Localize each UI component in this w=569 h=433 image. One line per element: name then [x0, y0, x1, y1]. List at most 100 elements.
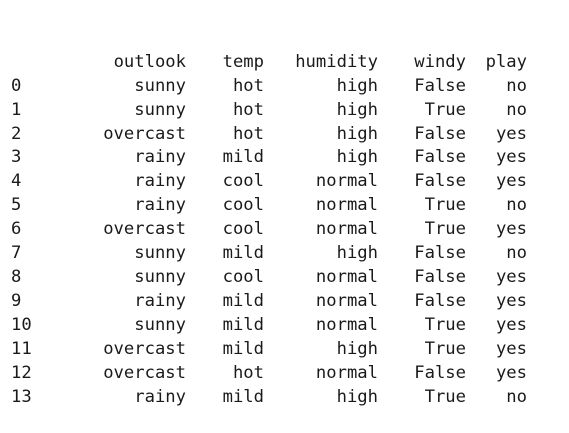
cell-play: yes — [495, 123, 527, 144]
cell-outlook: overcast — [103, 362, 186, 383]
dataframe-output: outlook temp humidity windy play 0 sunny hot hi… — [0, 3, 527, 433]
table-row: 13 rainy mild high True no — [0, 386, 527, 410]
dataframe-table: outlook temp humidity windy play 0 sunny hot hi… — [0, 51, 527, 410]
table-row: 3 rainy mild high False yes — [0, 146, 527, 170]
table-row: 11 overcast mild high True yes — [0, 338, 527, 362]
dataframe-body: 0 sunny hot high False no 1 sunny hot high True no 2… — [0, 75, 527, 410]
column-header-temp: temp — [222, 51, 264, 72]
cell-outlook: sunny — [134, 243, 186, 264]
table-row: 1 sunny hot high True no — [0, 99, 527, 123]
cell-windy: False — [414, 75, 466, 96]
cell-outlook: rainy — [134, 147, 186, 168]
cell-windy: True — [424, 99, 466, 120]
cell-play: no — [506, 243, 527, 264]
cell-humidity: high — [336, 338, 378, 359]
header-row: outlook temp humidity windy play — [0, 51, 527, 75]
cell-windy: True — [424, 338, 466, 359]
row-index: 4 — [11, 171, 22, 192]
cell-play: no — [506, 99, 527, 120]
cell-outlook: sunny — [134, 266, 186, 287]
cell-humidity: normal — [315, 362, 378, 383]
cell-outlook: overcast — [103, 123, 186, 144]
row-index: 8 — [11, 266, 22, 287]
cell-temp: mild — [222, 243, 264, 264]
cell-temp: mild — [222, 290, 264, 311]
cell-windy: True — [424, 314, 466, 335]
cell-play: yes — [495, 147, 527, 168]
row-index: 6 — [11, 219, 22, 240]
cell-temp: mild — [222, 338, 264, 359]
cell-humidity: normal — [315, 195, 378, 216]
cell-windy: False — [414, 243, 466, 264]
cell-play: no — [506, 75, 527, 96]
cell-windy: True — [424, 195, 466, 216]
cell-outlook: rainy — [134, 290, 186, 311]
cell-humidity: high — [336, 386, 378, 407]
cell-play: no — [506, 195, 527, 216]
row-index: 1 — [11, 99, 22, 120]
table-row: 6 overcast cool normal True yes — [0, 218, 527, 242]
cell-windy: False — [414, 147, 466, 168]
row-index: 5 — [11, 195, 22, 216]
cell-temp: cool — [222, 195, 264, 216]
cell-temp: hot — [232, 123, 264, 144]
cell-play: yes — [495, 171, 527, 192]
table-row: 9 rainy mild normal False yes — [0, 290, 527, 314]
cell-temp: cool — [222, 266, 264, 287]
cell-temp: mild — [222, 386, 264, 407]
cell-outlook: sunny — [134, 75, 186, 96]
table-row: 5 rainy cool normal True no — [0, 194, 527, 218]
cell-outlook: rainy — [134, 195, 186, 216]
row-index: 10 — [11, 314, 32, 335]
column-header-play: play — [485, 51, 527, 72]
cell-temp: mild — [222, 147, 264, 168]
cell-humidity: normal — [315, 314, 378, 335]
row-index: 13 — [11, 386, 32, 407]
cell-play: yes — [495, 314, 527, 335]
cell-windy: True — [424, 386, 466, 407]
cell-play: no — [506, 386, 527, 407]
index-header — [0, 51, 61, 75]
cell-windy: True — [424, 219, 466, 240]
cell-play: yes — [495, 338, 527, 359]
cell-outlook: sunny — [134, 99, 186, 120]
row-index: 0 — [11, 75, 22, 96]
cell-humidity: normal — [315, 171, 378, 192]
cell-humidity: high — [336, 147, 378, 168]
cell-humidity: high — [336, 243, 378, 264]
cell-play: yes — [495, 266, 527, 287]
cell-temp: mild — [222, 314, 264, 335]
cell-humidity: high — [336, 123, 378, 144]
cell-humidity: normal — [315, 290, 378, 311]
cell-temp: cool — [222, 219, 264, 240]
cell-humidity: normal — [315, 266, 378, 287]
cell-windy: False — [414, 362, 466, 383]
table-row: 10 sunny mild normal True yes — [0, 314, 527, 338]
row-index: 2 — [11, 123, 22, 144]
cell-outlook: overcast — [103, 219, 186, 240]
table-row: 7 sunny mild high False no — [0, 242, 527, 266]
cell-humidity: high — [336, 99, 378, 120]
cell-windy: False — [414, 171, 466, 192]
table-row: 2 overcast hot high False yes — [0, 123, 527, 147]
table-row: 12 overcast hot normal False yes — [0, 362, 527, 386]
cell-play: yes — [495, 219, 527, 240]
cell-outlook: rainy — [134, 386, 186, 407]
row-index: 11 — [11, 338, 32, 359]
cell-outlook: sunny — [134, 314, 186, 335]
table-row: 8 sunny cool normal False yes — [0, 266, 527, 290]
column-header-outlook: outlook — [113, 51, 186, 72]
cell-windy: False — [414, 290, 466, 311]
cell-outlook: rainy — [134, 171, 186, 192]
cell-play: yes — [495, 362, 527, 383]
table-row: 0 sunny hot high False no — [0, 75, 527, 99]
table-row: 4 rainy cool normal False yes — [0, 170, 527, 194]
cell-temp: hot — [232, 75, 264, 96]
cell-windy: False — [414, 266, 466, 287]
cell-temp: hot — [232, 362, 264, 383]
column-header-humidity: humidity — [295, 51, 378, 72]
cell-temp: cool — [222, 171, 264, 192]
cell-humidity: normal — [315, 219, 378, 240]
row-index: 7 — [11, 243, 22, 264]
cell-outlook: overcast — [103, 338, 186, 359]
